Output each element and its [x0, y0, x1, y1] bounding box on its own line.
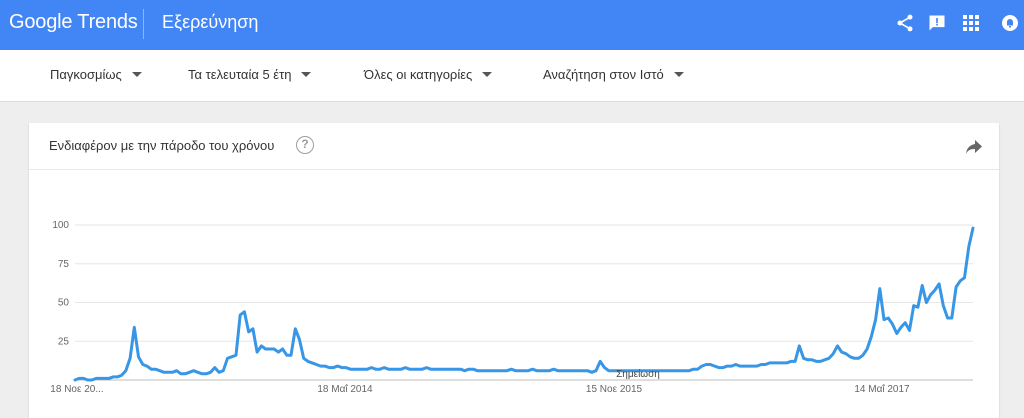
help-icon[interactable]: ?: [296, 136, 314, 154]
category-filter[interactable]: Όλες οι κατηγορίες: [364, 67, 493, 82]
interest-over-time-card: Ενδιαφέρον με την πάροδο του χρόνου ? 25…: [29, 123, 999, 418]
y-tick-label: 100: [52, 220, 69, 231]
logo-google-text: Google: [9, 11, 73, 33]
time-range-filter-label: Τα τελευταία 5 έτη: [188, 67, 292, 82]
x-tick-label: 14 Μαΐ 2017: [854, 383, 910, 395]
google-trends-logo[interactable]: Google Trends: [9, 11, 138, 34]
y-tick-label: 25: [58, 336, 70, 347]
x-tick-label: 18 Μαΐ 2014: [317, 383, 373, 395]
logo-trends-text: Trends: [77, 11, 138, 33]
notifications-icon[interactable]: [999, 12, 1021, 34]
annotation-note[interactable]: Σημείωση: [616, 368, 660, 380]
chevron-down-icon: [301, 72, 312, 77]
share-icon[interactable]: [894, 12, 916, 34]
feedback-icon[interactable]: [926, 12, 948, 34]
header-divider: [143, 9, 144, 39]
x-tick-label: 18 Νοε 20...: [50, 384, 103, 395]
chevron-down-icon: [673, 72, 684, 77]
chevron-down-icon: [482, 72, 493, 77]
region-filter-label: Παγκοσμίως: [50, 67, 122, 82]
region-filter[interactable]: Παγκοσμίως: [50, 67, 142, 82]
time-range-filter[interactable]: Τα τελευταία 5 έτη: [188, 67, 312, 82]
y-tick-label: 50: [58, 298, 70, 309]
search-type-filter[interactable]: Αναζήτηση στον Ιστό: [543, 67, 684, 82]
interest-line-chart: 25 50 75 100 18 Νοε 20... 18 Μαΐ 2014 15 Νοε 2…: [50, 220, 975, 395]
card-header: Ενδιαφέρον με την πάροδο του χρόνου ?: [29, 123, 999, 170]
filter-bar: Παγκοσμίως Τα τελευταία 5 έτη Όλες οι κα…: [0, 50, 1024, 102]
chevron-down-icon: [131, 72, 142, 77]
x-tick-label: 15 Νοε 2015: [586, 384, 643, 395]
apps-icon[interactable]: [960, 12, 982, 34]
page-title: Εξερεύνηση: [162, 12, 259, 32]
app-header: Google Trends Εξερεύνηση: [0, 0, 1024, 50]
series-line: [73, 226, 975, 382]
card-title: Ενδιαφέρον με την πάροδο του χρόνου: [49, 138, 275, 153]
share-arrow-icon[interactable]: [965, 139, 983, 155]
y-tick-label: 75: [58, 259, 70, 270]
search-type-filter-label: Αναζήτηση στον Ιστό: [543, 67, 664, 82]
category-filter-label: Όλες οι κατηγορίες: [364, 67, 473, 82]
